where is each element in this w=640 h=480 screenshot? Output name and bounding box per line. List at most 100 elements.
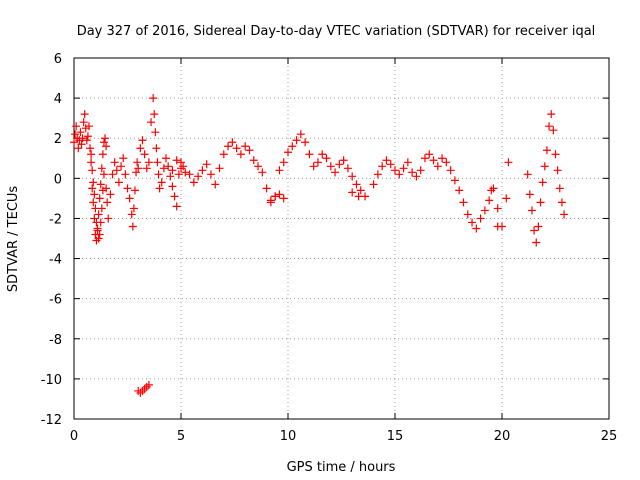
- data-point: [128, 222, 137, 231]
- data-point: [144, 158, 153, 167]
- data-point: [540, 162, 549, 171]
- y-tick-label: -12: [41, 413, 62, 428]
- data-point: [84, 122, 93, 131]
- y-tick-label: -2: [49, 212, 62, 227]
- data-point: [132, 168, 141, 177]
- data-point: [72, 122, 81, 131]
- data-point: [78, 134, 87, 143]
- data-point: [232, 144, 241, 153]
- y-tick-label: 4: [54, 92, 62, 107]
- data-point: [98, 150, 107, 159]
- data-point: [99, 170, 108, 179]
- data-point: [527, 206, 536, 215]
- data-point: [487, 186, 496, 195]
- data-point: [149, 94, 158, 103]
- x-tick-label: 0: [70, 429, 78, 444]
- data-point: [271, 192, 280, 201]
- data-point: [408, 168, 417, 177]
- data-point: [157, 178, 166, 187]
- data-point: [245, 146, 254, 155]
- data-point: [489, 184, 498, 193]
- data-point: [154, 170, 163, 179]
- data-point: [258, 168, 267, 177]
- data-point: [172, 202, 181, 211]
- data-point: [142, 382, 151, 391]
- data-point: [399, 164, 408, 173]
- data-point: [198, 166, 207, 175]
- data-point: [164, 162, 173, 171]
- data-point: [82, 136, 91, 145]
- data-point: [104, 214, 113, 223]
- data-point: [343, 164, 352, 173]
- data-point: [74, 144, 83, 153]
- data-point: [159, 164, 168, 173]
- data-point: [168, 182, 177, 191]
- data-point: [557, 198, 566, 207]
- grid: [74, 58, 609, 419]
- data-point: [170, 192, 179, 201]
- data-point: [468, 218, 477, 227]
- data-point: [114, 178, 123, 187]
- data-point: [94, 234, 103, 243]
- data-point: [87, 150, 96, 159]
- data-point: [254, 162, 263, 171]
- data-point: [97, 204, 106, 213]
- data-point: [89, 198, 98, 207]
- data-point: [136, 144, 145, 153]
- data-point: [96, 180, 105, 189]
- data-point: [90, 214, 99, 223]
- data-point: [459, 198, 468, 207]
- y-tick-label: 2: [54, 132, 62, 147]
- y-tick-label: 0: [54, 172, 62, 187]
- data-point: [425, 150, 434, 159]
- data-point: [79, 118, 88, 127]
- data-point: [112, 166, 121, 175]
- data-point: [538, 178, 547, 187]
- data-point: [545, 122, 554, 131]
- data-point: [241, 142, 250, 151]
- data-point: [219, 150, 228, 159]
- data-point: [194, 172, 203, 181]
- data-point: [292, 136, 301, 145]
- data-point: [249, 156, 258, 165]
- data-point: [88, 184, 97, 193]
- data-point: [99, 138, 108, 147]
- plot-frame: [73, 57, 610, 420]
- data-point: [455, 186, 464, 195]
- data-point: [96, 218, 105, 227]
- data-point: [144, 380, 153, 389]
- data-point: [162, 154, 171, 163]
- data-point: [166, 172, 175, 181]
- data-point: [555, 184, 564, 193]
- data-point: [90, 190, 99, 199]
- data-point: [391, 166, 399, 175]
- data-point: [551, 150, 560, 159]
- data-point: [76, 128, 85, 137]
- data-point: [395, 170, 404, 179]
- data-point: [189, 178, 198, 187]
- data-point: [150, 110, 159, 119]
- data-point: [110, 158, 119, 167]
- data-point: [95, 194, 104, 203]
- data-point: [127, 210, 136, 219]
- data-point: [151, 128, 160, 137]
- data-point: [348, 188, 357, 197]
- data-point: [382, 156, 391, 165]
- data-point: [77, 140, 86, 149]
- data-point: [95, 230, 104, 239]
- data-point: [442, 158, 451, 167]
- data-point: [215, 164, 224, 173]
- data-point: [108, 170, 117, 179]
- data-point: [373, 170, 382, 179]
- data-point: [172, 156, 181, 165]
- data-point: [502, 194, 511, 203]
- data-point: [284, 148, 292, 157]
- data-point: [142, 164, 151, 173]
- data-point: [224, 142, 233, 151]
- data-point: [416, 166, 425, 175]
- data-point: [236, 150, 245, 159]
- data-point: [138, 386, 147, 395]
- data-point: [202, 160, 211, 169]
- data-point: [305, 150, 314, 159]
- data-point: [348, 172, 357, 181]
